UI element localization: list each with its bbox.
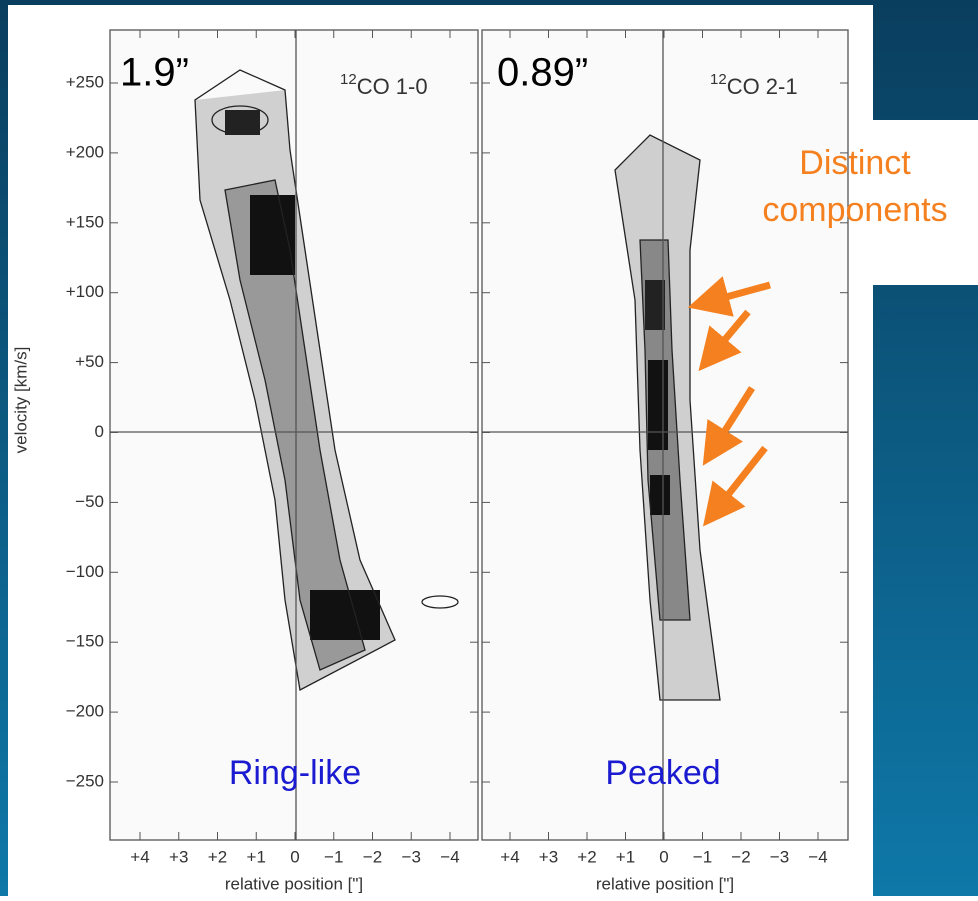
y-tick-label: +200 xyxy=(66,142,104,161)
y-tick-label: +100 xyxy=(66,282,104,301)
isotope: 12 xyxy=(710,71,727,88)
profile-label: Ring-like xyxy=(229,754,361,792)
x-tick-label: −4 xyxy=(440,847,459,866)
x-tick-label: +2 xyxy=(577,847,596,866)
x-tick-label: −2 xyxy=(363,847,382,866)
x-tick-label: +4 xyxy=(500,847,519,866)
y-axis-label: velocity [km/s] xyxy=(11,347,30,454)
callout-text: Distinct xyxy=(799,144,911,182)
resolution: 1.9” xyxy=(120,51,189,95)
x-axis-label: relative position ["] xyxy=(596,874,734,893)
x-tick-label: 0 xyxy=(659,847,668,866)
transition: CO 2-1 xyxy=(727,74,798,99)
x-tick-label: −4 xyxy=(808,847,827,866)
y-tick-label: −50 xyxy=(75,492,104,511)
x-tick-label: +1 xyxy=(247,847,266,866)
x-tick-label: +4 xyxy=(130,847,149,866)
x-tick-label: +1 xyxy=(616,847,635,866)
arrows xyxy=(687,276,771,527)
isotope: 12 xyxy=(340,71,357,88)
x-tick-label: −1 xyxy=(693,847,712,866)
y-tick-label: −150 xyxy=(66,632,104,651)
left-emission xyxy=(110,30,478,840)
y-tick-label: +50 xyxy=(75,352,104,371)
line-label: 12CO 1-0 xyxy=(340,71,428,99)
x-tick-label: −3 xyxy=(770,847,789,866)
y-tick-label: −200 xyxy=(66,702,104,721)
x-tick-label: +3 xyxy=(539,847,558,866)
y-tick-label: +150 xyxy=(66,212,104,231)
x-axis-label: relative position ["] xyxy=(225,874,363,893)
y-tick-label: −250 xyxy=(66,771,104,790)
x-tick-label: +2 xyxy=(208,847,227,866)
x-tick-label: −3 xyxy=(402,847,421,866)
y-tick-label: 0 xyxy=(95,422,104,441)
transition: CO 1-0 xyxy=(357,74,428,99)
profile-label: Peaked xyxy=(605,754,720,792)
callout-text: components xyxy=(762,191,947,229)
x-tick-label: 0 xyxy=(290,847,299,866)
x-tick-label: +3 xyxy=(169,847,188,866)
y-tick-label: +250 xyxy=(66,72,104,91)
right-emission xyxy=(482,30,848,840)
axes-frames xyxy=(109,29,849,841)
y-tick-label: −100 xyxy=(66,562,104,581)
line-label: 12CO 2-1 xyxy=(710,71,798,99)
x-tick-label: −2 xyxy=(731,847,750,866)
x-tick-label: −1 xyxy=(324,847,343,866)
resolution: 0.89” xyxy=(497,51,588,95)
